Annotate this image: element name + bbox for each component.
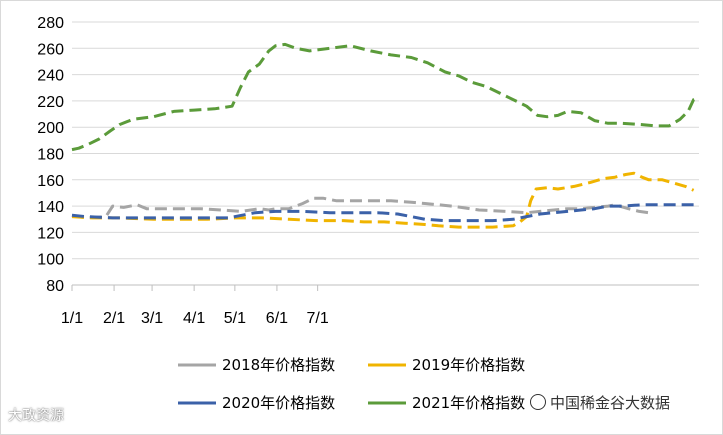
y-tick-label: 200 [37,120,64,137]
x-tick-label: 5/1 [224,310,246,327]
y-tick-label: 160 [37,173,64,190]
legend-label-1: 2019年价格指数 [412,356,525,374]
y-axis-ticks: 80 100 120 140 160 180 200 220 240 260 280 [37,15,64,295]
gridlines [72,21,699,286]
y-tick-label: 260 [37,41,64,58]
y-tick-label: 140 [37,199,64,216]
watermark-left-text: 大政资源 [8,408,64,424]
watermark-left: 大政资源 [8,405,64,425]
x-tick-label: 7/1 [307,310,329,327]
series-line-3 [71,42,700,152]
x-tick-label: 6/1 [266,310,288,327]
series-line-2 [71,203,694,223]
watermark-right: 中国稀金谷大数据 [530,392,670,413]
legend-label-2: 2020年价格指数 [222,394,335,412]
x-tick-label: 2/1 [103,310,125,327]
y-tick-label: 280 [37,15,64,32]
x-tick-label: 1/1 [61,310,83,327]
y-tick-label: 180 [37,147,64,164]
series-line-0 [71,196,650,220]
x-tick-label: 4/1 [183,310,205,327]
wechat-icon [530,394,546,410]
y-tick-label: 220 [37,94,64,111]
x-tick-label: 3/1 [141,310,163,327]
y-tick-label: 100 [37,252,64,269]
legend-label-3: 2021年价格指数 [412,394,525,412]
watermark-right-text: 中国稀金谷大数据 [550,394,671,412]
y-tick-label: 120 [37,225,64,242]
legend-label-0: 2018年价格指数 [222,356,335,374]
y-tick-label: 240 [37,68,64,85]
x-axis: 1/1 2/1 3/1 4/1 5/1 6/1 7/1 [61,284,699,327]
series-lines [71,42,700,229]
legend: 2018年价格指数 2019年价格指数 2020年价格指数 2021年价格指数 [178,356,525,412]
series-line-1 [71,171,695,229]
y-tick-label: 80 [46,278,64,295]
